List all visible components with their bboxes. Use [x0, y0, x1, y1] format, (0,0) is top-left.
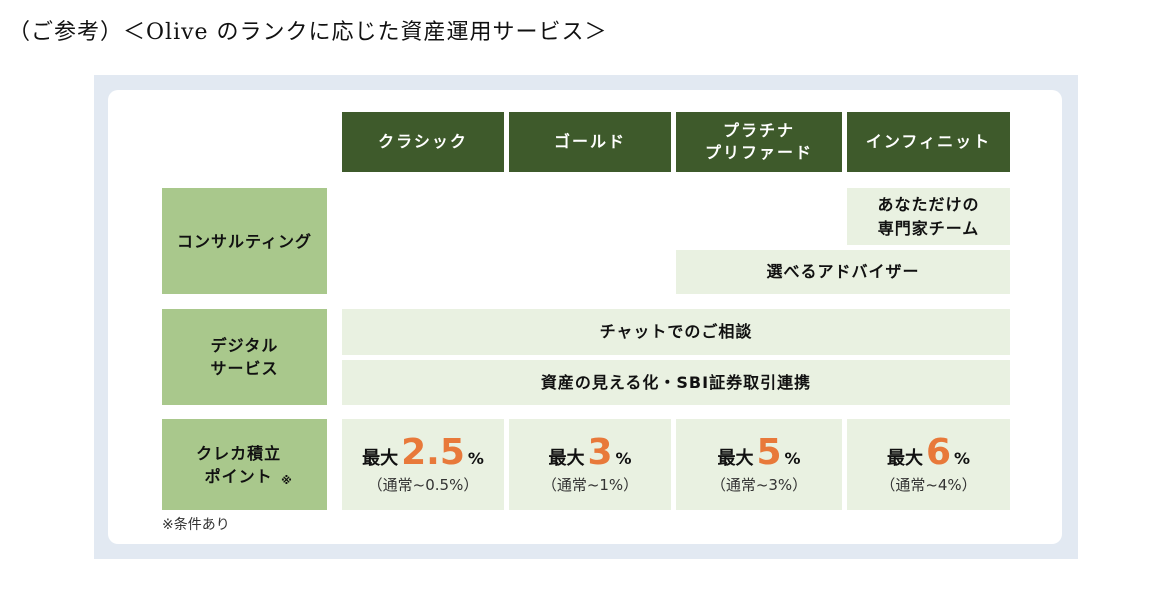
points-normal-rate: （通常~0.5%）	[367, 476, 479, 494]
points-cell-classic: 最大 2.5% （通常~0.5%）	[342, 419, 504, 510]
points-normal-rate: （通常~4%）	[880, 476, 977, 494]
points-cell-infinite: 最大 6% （通常~4%）	[847, 419, 1010, 510]
column-header-platinum-preferred: プラチナ プリファード	[676, 112, 842, 172]
column-header-classic: クラシック	[342, 112, 504, 172]
column-header-gold: ゴールド	[509, 112, 671, 172]
points-unit: %	[467, 449, 484, 468]
points-value: 6	[925, 432, 952, 473]
points-prefix: 最大	[886, 448, 923, 469]
points-unit: %	[615, 449, 632, 468]
points-normal-rate: （通常~3%）	[710, 476, 808, 494]
points-cell-platinum-preferred: 最大 5% （通常~3%）	[676, 419, 842, 510]
points-prefix: 最大	[548, 448, 585, 469]
points-cell-gold: 最大 3% （通常~1%）	[509, 419, 671, 510]
digital-visualization-cell: 資産の見える化・SBI証券取引連携	[342, 360, 1010, 405]
points-prefix: 最大	[717, 448, 754, 469]
points-unit: %	[784, 449, 801, 468]
footnote: ※条件あり	[162, 517, 230, 533]
consulting-advisor-cell: 選べるアドバイザー	[676, 250, 1010, 294]
page-heading: （ご参考）＜Olive のランクに応じた資産運用サービス＞	[8, 20, 608, 45]
row-header-card-points: クレカ積立 ポイント ※	[162, 419, 327, 510]
row-header-digital-service: デジタル サービス	[162, 309, 327, 405]
points-value: 5	[756, 432, 782, 473]
points-value: 2.5	[401, 432, 465, 473]
row-header-card-points-label: クレカ積立 ポイント	[196, 443, 282, 486]
points-value: 3	[587, 432, 613, 473]
digital-chat-cell: チャットでのご相談	[342, 309, 1010, 355]
points-unit: %	[954, 449, 971, 468]
column-header-infinite: インフィニット	[847, 112, 1010, 172]
row-header-card-points-mark: ※	[281, 474, 293, 487]
row-header-consulting: コンサルティング	[162, 188, 327, 294]
points-prefix: 最大	[362, 448, 399, 469]
consulting-expert-team-cell: あなただけの 専門家チーム	[847, 188, 1010, 245]
points-normal-rate: （通常~1%）	[541, 476, 639, 494]
